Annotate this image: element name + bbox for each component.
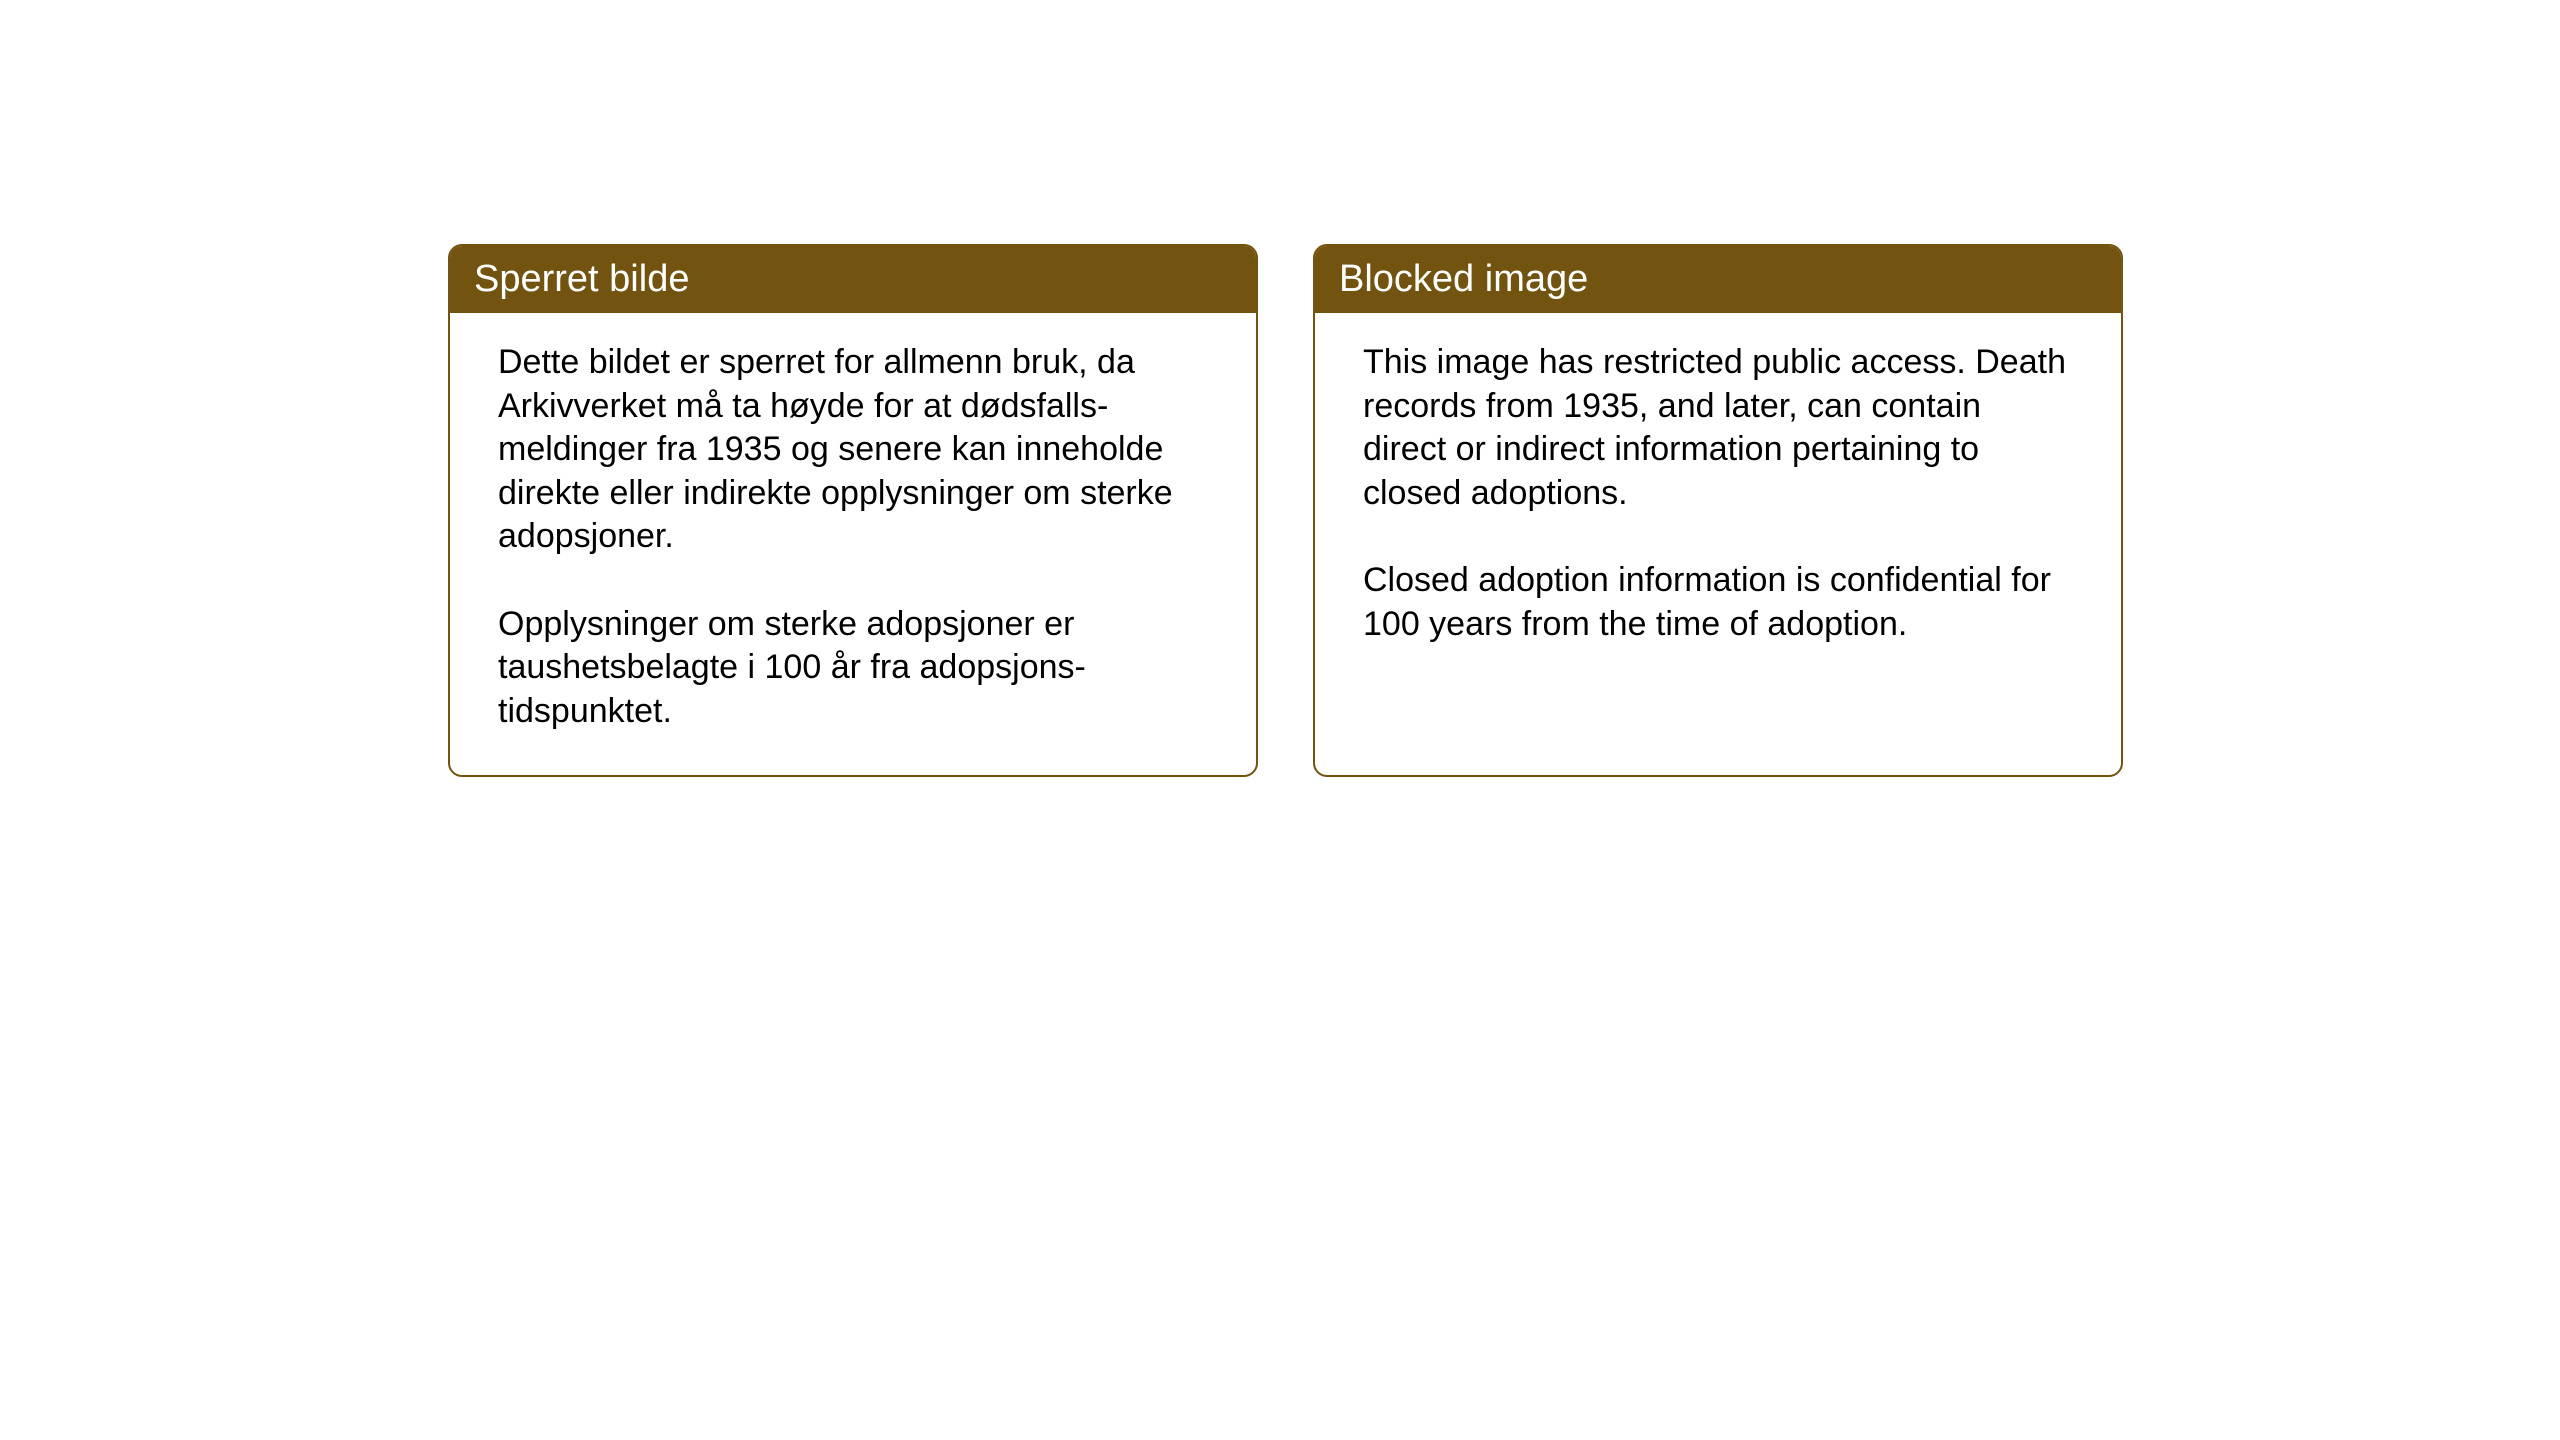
card-body-norwegian: Dette bildet er sperret for allmenn bruk…: [450, 313, 1256, 775]
card-header-norwegian: Sperret bilde: [450, 246, 1256, 313]
card-norwegian: Sperret bilde Dette bildet er sperret fo…: [448, 244, 1258, 777]
card-paragraph2-norwegian: Opplysninger om sterke adopsjoner er tau…: [498, 603, 1208, 734]
card-header-english: Blocked image: [1315, 246, 2121, 313]
card-title-norwegian: Sperret bilde: [474, 258, 689, 300]
card-title-english: Blocked image: [1339, 258, 1588, 300]
card-paragraph1-english: This image has restricted public access.…: [1363, 341, 2073, 515]
card-paragraph1-norwegian: Dette bildet er sperret for allmenn bruk…: [498, 341, 1208, 559]
card-body-english: This image has restricted public access.…: [1315, 313, 2121, 688]
card-paragraph2-english: Closed adoption information is confident…: [1363, 559, 2073, 646]
card-english: Blocked image This image has restricted …: [1313, 244, 2123, 777]
cards-container: Sperret bilde Dette bildet er sperret fo…: [448, 244, 2123, 777]
